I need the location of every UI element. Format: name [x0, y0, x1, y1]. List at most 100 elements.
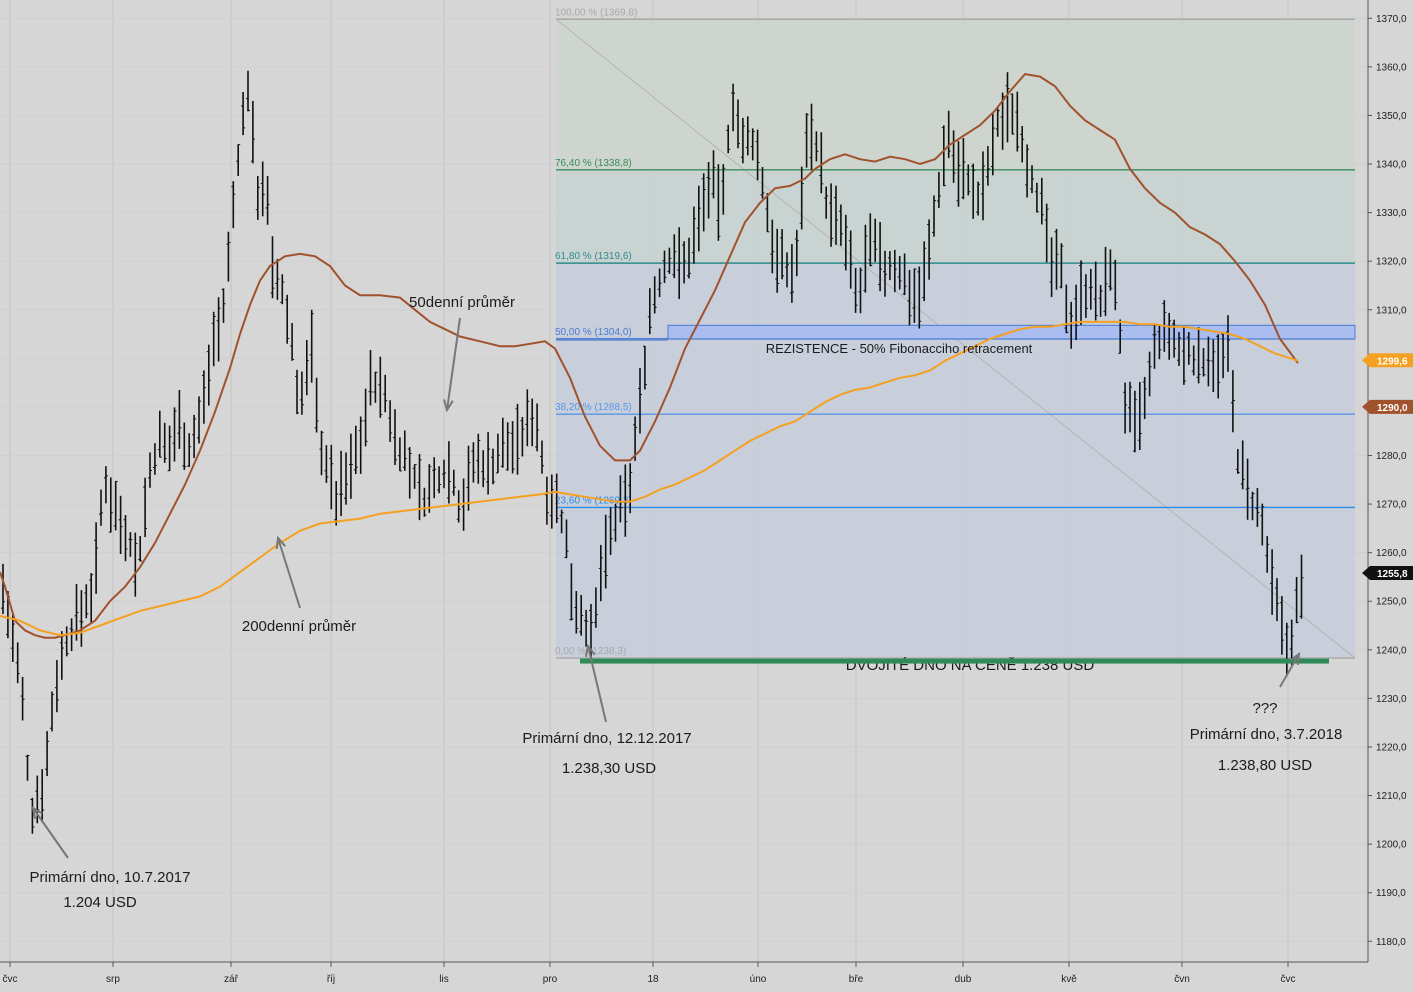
- ohlc-bar: [1240, 440, 1245, 490]
- ohlc-bar: [152, 443, 157, 475]
- ohlc-bar: [1, 563, 5, 614]
- ohlc-bar: [187, 433, 192, 467]
- ohlc-bar: [696, 185, 701, 252]
- ohlc-bar: [902, 253, 907, 296]
- moving-average-line: [0, 73, 1299, 639]
- ohlc-bar: [1147, 351, 1152, 397]
- ohlc-bar: [206, 344, 211, 406]
- ohlc-bar: [736, 99, 740, 149]
- ohlc-bar: [976, 181, 981, 216]
- ohlc-bar: [956, 141, 961, 207]
- ohlc-bar: [216, 297, 221, 362]
- ohlc-bar: [221, 288, 226, 323]
- ohlc-bar: [123, 515, 128, 562]
- ohlc-bar: [1074, 284, 1079, 341]
- ohlc-bar: [667, 247, 672, 274]
- annotation-bottom-2017-12: Primární dno, 12.12.2017: [522, 730, 691, 747]
- ohlc-bar: [1132, 390, 1137, 453]
- ohlc-bar: [167, 425, 172, 472]
- price-tick-label: 1370,0: [1376, 14, 1407, 25]
- ohlc-bar: [10, 613, 15, 662]
- ohlc-bar: [334, 481, 339, 526]
- ohlc-bar: [883, 250, 887, 297]
- ohlc-bar: [59, 631, 64, 680]
- ohlc-bar: [848, 230, 853, 289]
- ohlc-bar: [878, 222, 883, 292]
- ohlc-bar: [961, 138, 966, 200]
- arrow-head: [584, 643, 596, 657]
- ohlc-bar: [1025, 144, 1030, 198]
- ohlc-bar: [824, 186, 829, 219]
- ohlc-bar: [250, 100, 255, 164]
- time-tick-label: bře: [849, 974, 864, 985]
- ohlc-bar: [593, 587, 598, 628]
- ohlc-bar: [540, 440, 544, 474]
- ohlc-bar: [1069, 301, 1074, 349]
- arrow-head: [31, 805, 43, 819]
- ohlc-bar: [554, 473, 559, 524]
- ohlc-bar: [1299, 554, 1304, 619]
- ohlc-bar: [138, 536, 143, 562]
- ohlc-bar: [535, 403, 540, 452]
- ohlc-bar: [231, 181, 236, 229]
- ohlc-bar: [838, 204, 843, 246]
- ohlc-bar: [750, 128, 755, 161]
- time-tick-label: lis: [439, 974, 448, 985]
- price-tick-label: 1320,0: [1376, 257, 1407, 268]
- ohlc-bar: [182, 422, 187, 470]
- price-tick-label: 1340,0: [1376, 160, 1407, 171]
- ohlc-bar: [628, 463, 633, 514]
- price-tick-label: 1200,0: [1376, 840, 1407, 851]
- time-tick-label: pro: [543, 974, 558, 985]
- ohlc-bar: [108, 477, 113, 533]
- fib-level-label: 23,60 % (1269,3): [555, 495, 632, 506]
- time-axis: čvc srp zář říj lis pro 18 úno bře dub kvě čvn čvc: [0, 961, 1368, 985]
- ohlc-bar: [192, 414, 197, 459]
- ohlc-bar: [197, 396, 201, 444]
- ohlc-bar: [255, 175, 260, 220]
- ohlc-bar: [936, 171, 941, 209]
- ohlc-bar: [427, 464, 432, 513]
- ohlc-bar: [84, 584, 89, 619]
- ohlc-bar: [618, 475, 623, 523]
- fib-zone: [556, 263, 1355, 659]
- ohlc-bar: [304, 340, 309, 396]
- ohlc-bar: [295, 369, 299, 415]
- ohlc-bar: [1196, 327, 1201, 384]
- ohlc-bar: [701, 173, 706, 232]
- ohlc-bar: [1191, 345, 1196, 376]
- ohlc-bar: [652, 276, 657, 314]
- ohlc-bar: [981, 151, 985, 221]
- annotation-arrow: [31, 805, 69, 859]
- ohlc-bar: [45, 731, 50, 777]
- time-tick-label: 18: [647, 974, 659, 985]
- ohlc-bar: [789, 244, 794, 303]
- ohlc-bar: [579, 595, 584, 636]
- ohlc-bar: [613, 503, 618, 542]
- annotation-200ma: 200denní průměr: [242, 618, 356, 635]
- ohlc-bar: [1255, 488, 1260, 527]
- ohlc-bar: [1039, 177, 1044, 225]
- arrow-shaft: [587, 645, 607, 723]
- ohlc-bar: [344, 452, 348, 505]
- ohlc-bar: [1177, 332, 1181, 366]
- price-tick-label: 1310,0: [1376, 305, 1407, 316]
- ohlc-bar: [770, 219, 775, 274]
- ohlc-bar: [912, 268, 917, 323]
- ohlc-bar: [309, 309, 314, 383]
- price-marker: 1255,8: [1362, 566, 1413, 581]
- ohlc-bar: [584, 609, 589, 647]
- ohlc-bar: [1005, 72, 1010, 143]
- ohlc-bar: [971, 163, 976, 219]
- ohlc-bar: [353, 425, 358, 475]
- price-marker: 1299,6: [1362, 353, 1413, 368]
- ohlc-bar: [691, 206, 696, 264]
- ohlc-bar: [79, 590, 84, 647]
- ohlc-bar: [270, 236, 275, 299]
- annotation-resistance: REZISTENCE - 50% Fibonacciho retracement: [766, 341, 1033, 356]
- ohlc-bar: [201, 370, 206, 424]
- ohlc-bar: [30, 797, 35, 834]
- moving-averages: [0, 73, 1299, 639]
- ohlc-bar: [1260, 503, 1265, 546]
- ohlc-bar: [172, 407, 177, 462]
